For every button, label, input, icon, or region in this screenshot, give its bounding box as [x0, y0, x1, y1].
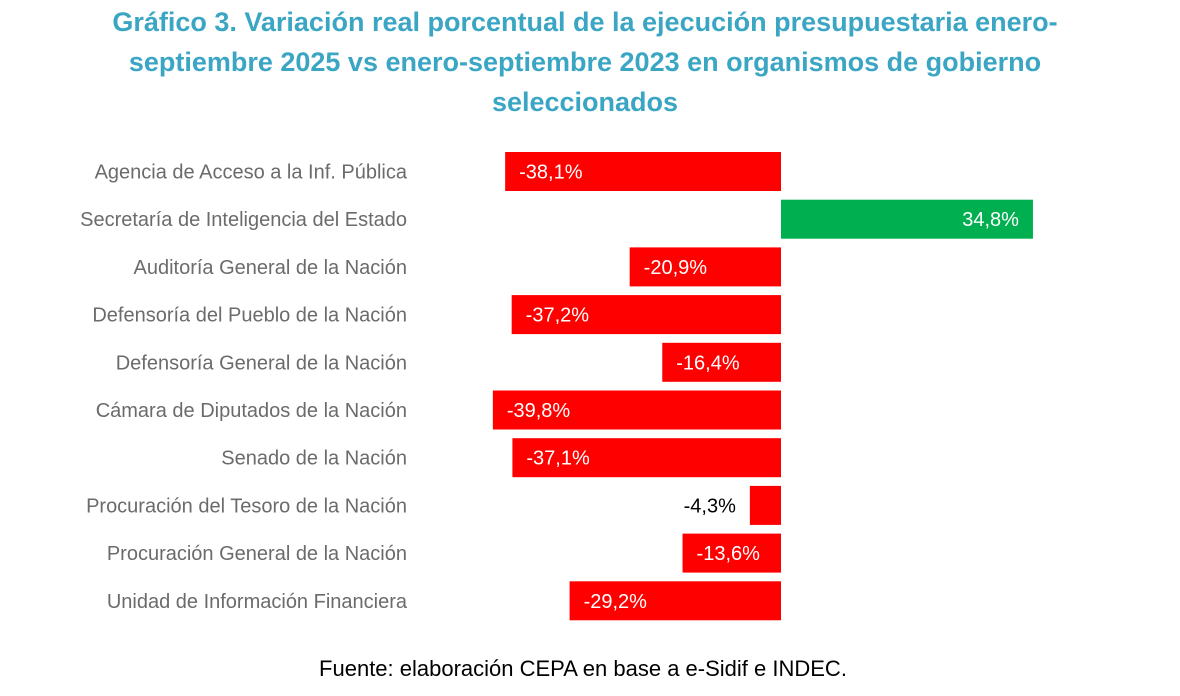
category-label: Defensoría del Pueblo de la Nación [92, 305, 407, 327]
bar [512, 438, 781, 478]
chart-title-line-1: Gráfico 3. Variación real porcentual de … [112, 7, 1058, 37]
source-note: Fuente: elaboración CEPA en base a e-Sid… [319, 656, 847, 681]
data-label: -13,6% [697, 543, 761, 565]
category-label: Procuración General de la Nación [107, 543, 407, 565]
category-label: Agencia de Acceso a la Inf. Pública [95, 162, 408, 184]
bar [682, 533, 781, 573]
data-label: -4,3% [684, 495, 736, 517]
chart-title: Gráfico 3. Variación real porcentual de … [20, 2, 1150, 122]
bar [662, 342, 781, 382]
category-label: Unidad de Información Financiera [107, 591, 408, 613]
data-label: -29,2% [584, 591, 648, 613]
chart-title-line-2: septiembre 2025 vs enero-septiembre 2023… [128, 47, 1042, 77]
data-label: -38,1% [519, 162, 583, 184]
data-label: -39,8% [507, 400, 571, 422]
bar [511, 295, 781, 335]
bar [749, 485, 781, 525]
category-label: Auditoría General de la Nación [134, 257, 408, 279]
bar [781, 199, 1033, 239]
category-label: Defensoría General de la Nación [116, 352, 407, 374]
category-label: Cámara de Diputados de la Nación [96, 400, 407, 422]
bar-chart: Agencia de Acceso a la Inf. Pública -38,1… [80, 152, 1033, 621]
data-label: -16,4% [676, 352, 740, 374]
data-label: 34,8% [962, 209, 1019, 231]
data-label: -37,2% [526, 305, 590, 327]
data-label: -37,1% [526, 448, 590, 470]
bar [629, 247, 781, 287]
bar [569, 581, 781, 621]
category-label: Secretaría de Inteligencia del Estado [80, 209, 407, 231]
bar [505, 152, 781, 191]
data-label: -20,9% [644, 257, 708, 279]
category-label: Procuración del Tesoro de la Nación [86, 495, 407, 517]
chart-title-line-3: seleccionados [491, 87, 679, 117]
bar [492, 390, 781, 430]
category-label: Senado de la Nación [221, 448, 407, 470]
